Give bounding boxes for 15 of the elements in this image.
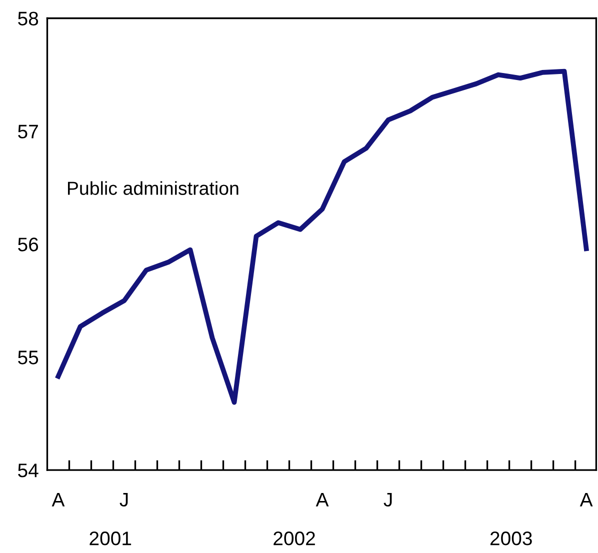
y-tick-label: 58 [18, 12, 38, 26]
y-tick-label: 56 [18, 238, 38, 252]
annotation: Public administration [68, 181, 238, 195]
text: 2002 [274, 532, 315, 546]
y-tick-label: 55 [18, 350, 38, 364]
y-tick-label: 54 [18, 464, 38, 478]
text: 2001 [90, 532, 132, 546]
line-series [56, 68, 589, 405]
y-tick-label: 57 [18, 124, 38, 138]
x-tick-label: A [52, 492, 65, 506]
x-tick-label: A [316, 492, 329, 506]
text: 2003 [490, 532, 532, 546]
x-tick-label: J [384, 492, 392, 507]
x-tick-label: J [120, 492, 128, 507]
x-tick-label: A [580, 492, 593, 506]
